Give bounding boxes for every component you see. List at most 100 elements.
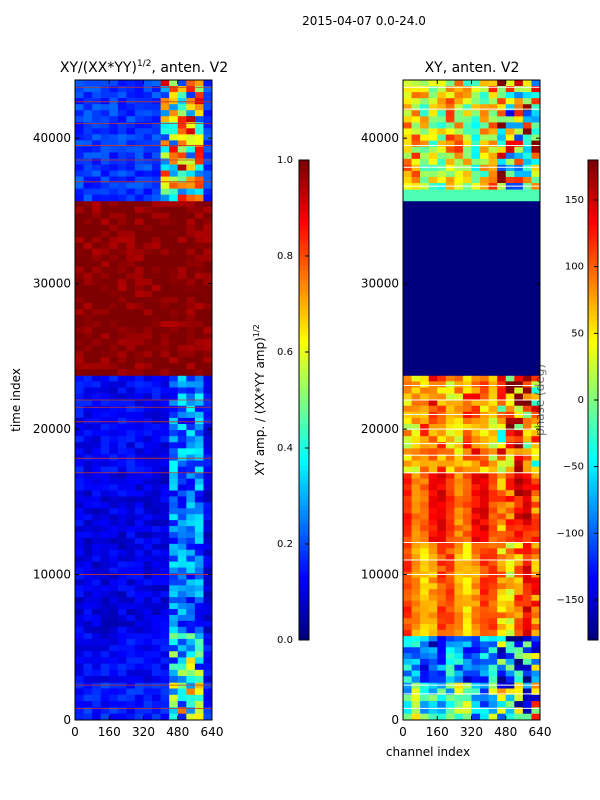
phase-cell	[454, 339, 464, 346]
colorbar-segment	[588, 410, 598, 416]
amplitude-ratio-cell	[92, 399, 102, 407]
phase-cell	[522, 606, 532, 613]
phase-cell	[497, 375, 507, 382]
amplitude-ratio-cell	[134, 158, 144, 166]
amplitude-ratio-cell	[152, 92, 162, 99]
phase-cell	[531, 303, 540, 310]
colorbar-segment	[299, 555, 309, 561]
amplitude-ratio-cell	[92, 676, 102, 683]
amplitude-ratio-cell	[160, 549, 170, 557]
amplitude-ratio-cell	[186, 339, 196, 346]
amplitude-ratio-cell	[100, 363, 110, 370]
phase-cell	[411, 542, 421, 549]
phase-cell	[403, 128, 413, 136]
amplitude-ratio-cell	[177, 309, 187, 316]
phase-cell	[454, 525, 464, 532]
phase-cell	[522, 701, 532, 708]
phase-cell	[462, 297, 472, 304]
amplitude-ratio-cell	[203, 194, 212, 202]
amplitude-ratio-cell	[83, 579, 93, 586]
amplitude-ratio-cell	[134, 454, 144, 462]
phase-cell	[420, 254, 430, 262]
amplitude-ratio-cell	[109, 411, 119, 419]
phase-cell	[411, 116, 421, 123]
phase-cell	[462, 554, 472, 561]
phase-cell	[462, 80, 472, 87]
phase-cell	[454, 242, 464, 250]
amplitude-ratio-cell	[83, 537, 93, 545]
amplitude-ratio-cell	[100, 609, 110, 616]
phase-cell	[505, 254, 515, 262]
amplitude-ratio-cell	[143, 614, 153, 622]
amplitude-ratio-cell	[100, 591, 110, 598]
amplitude-ratio-cell	[83, 387, 93, 395]
amplitude-ratio-cell	[203, 573, 212, 580]
amplitude-heatmap	[75, 80, 212, 720]
phase-cell	[462, 641, 472, 648]
amplitude-ratio-cell	[134, 688, 144, 696]
amplitude-ratio-cell	[203, 122, 212, 129]
amplitude-ratio-cell	[126, 339, 136, 346]
phase-cell	[488, 110, 498, 117]
amplitude-ratio-cell	[160, 478, 170, 486]
phase-cell	[522, 629, 532, 637]
phase-cell	[488, 629, 498, 637]
phase-cell	[505, 98, 515, 105]
phase-cell	[497, 560, 507, 567]
colorbar-segment	[588, 320, 598, 326]
phase-cell	[471, 206, 481, 214]
phase-cell	[428, 466, 438, 474]
amplitude-ratio-cell	[160, 309, 170, 316]
phase-cell	[531, 333, 540, 340]
phase-cell	[531, 140, 540, 148]
phase-cell	[454, 351, 464, 358]
phase-cell	[411, 218, 421, 226]
colorbar-segment	[588, 460, 598, 466]
amplitude-ratio-cell	[117, 327, 127, 334]
amplitude-ratio-cell	[126, 86, 136, 93]
phase-cell	[403, 266, 413, 274]
phase-cell	[488, 86, 498, 93]
amplitude-ratio-cell	[83, 411, 93, 419]
phase-cell	[445, 635, 455, 642]
phase-cell	[531, 212, 540, 220]
amplitude-ratio-cell	[134, 284, 144, 292]
amplitude-ratio-cell	[134, 466, 144, 474]
colorbar-segment	[299, 395, 309, 401]
phase-cell	[454, 653, 464, 660]
amplitude-ratio-cell	[160, 140, 170, 147]
phase-cell	[403, 507, 413, 514]
phase-cell	[497, 170, 507, 178]
phase-cell	[497, 333, 507, 340]
amplitude-ratio-cell	[143, 272, 153, 280]
phase-cell	[488, 278, 498, 286]
amplitude-ratio-cell	[177, 116, 187, 123]
amplitude-ratio-cell	[186, 460, 196, 468]
phase-cell	[531, 436, 540, 443]
amplitude-ratio-cell	[75, 194, 85, 202]
amplitude-ratio-cell	[186, 478, 196, 486]
amplitude-ratio-cell	[75, 454, 85, 462]
phase-cell	[531, 612, 540, 619]
phase-cell	[403, 583, 413, 590]
phase-cell	[445, 612, 455, 619]
phase-cell	[437, 594, 447, 602]
amplitude-ratio-cell	[186, 206, 196, 214]
phase-cell	[488, 375, 498, 382]
phase-cell	[471, 170, 481, 178]
phase-cell	[445, 417, 455, 425]
amplitude-ratio-cell	[160, 176, 170, 184]
phase-cell	[462, 375, 472, 382]
phase-cell	[403, 694, 413, 702]
phase-cell	[403, 701, 413, 708]
phase-cell	[420, 629, 430, 637]
phase-cell	[488, 653, 498, 660]
phase-cell	[403, 104, 413, 111]
phase-panel: XY, anten. V2 0 160 320 480 6400100002000030…	[361, 60, 552, 759]
phase-cell	[497, 399, 507, 407]
phase-cell	[471, 436, 481, 443]
phase-cell	[480, 460, 490, 468]
amplitude-ratio-cell	[75, 381, 85, 388]
amplitude-ratio-cell	[203, 152, 212, 159]
phase-cell	[488, 309, 498, 316]
